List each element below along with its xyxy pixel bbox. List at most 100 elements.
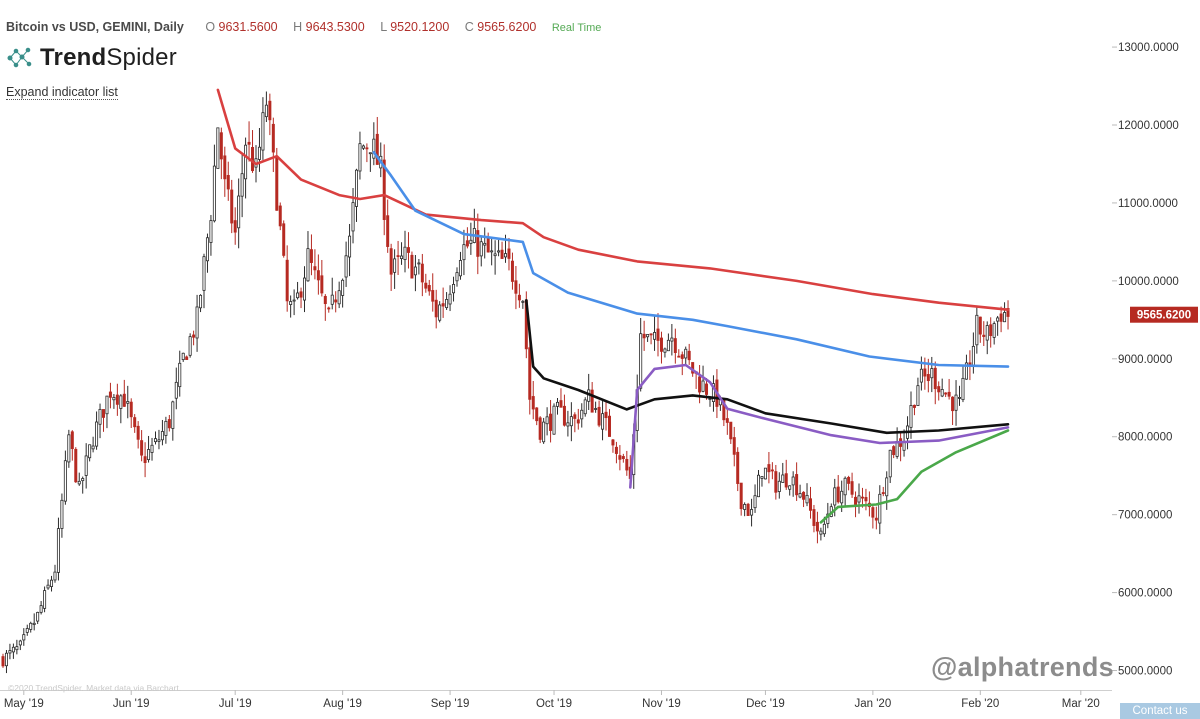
candle-down [784, 473, 788, 488]
candle-down [247, 141, 251, 145]
candle-up [43, 590, 47, 609]
candle-down [486, 238, 490, 253]
x-tick-label: Mar '20 [1062, 698, 1100, 710]
candle-down [836, 486, 840, 503]
candle-up [916, 385, 920, 406]
y-tick-label: 9000.0000 [1118, 354, 1172, 366]
candle-down [597, 406, 601, 426]
candle-down [729, 421, 733, 440]
candle-up [63, 460, 67, 502]
close-value: C 9565.6200 [464, 20, 537, 34]
candle-up [361, 145, 365, 149]
candle-down [812, 509, 816, 526]
candle-up [36, 611, 40, 622]
candle-down [659, 337, 663, 352]
candle-up [594, 408, 598, 410]
candle-down [881, 492, 885, 495]
candle-down [625, 458, 629, 471]
x-tick-label: Jun '19 [113, 698, 150, 710]
candle-up [583, 399, 587, 415]
candle-up [39, 605, 43, 613]
candle-down [850, 481, 854, 495]
candle-up [18, 640, 22, 646]
candle-up [777, 480, 781, 492]
candle-down [140, 440, 144, 456]
candle-down [233, 220, 237, 233]
candle-up [126, 401, 130, 404]
candle-up [178, 362, 182, 388]
candle-up [493, 253, 497, 257]
candle-down [507, 248, 511, 259]
candle-up [240, 173, 244, 197]
candle-down [427, 285, 431, 292]
candle-down [774, 471, 778, 493]
candle-up [88, 444, 92, 459]
candle-down [649, 333, 653, 336]
candle-down [559, 400, 563, 408]
candle-up [566, 422, 570, 427]
candle-up [878, 493, 882, 524]
candle-down [136, 425, 140, 440]
candle-down [576, 419, 580, 424]
x-tick-label: Dec '19 [746, 698, 785, 710]
candle-up [445, 299, 449, 309]
candle-up [344, 255, 348, 278]
candle-down [133, 417, 137, 428]
candle-up [497, 250, 501, 253]
candle-up [843, 477, 847, 496]
candle-down [604, 411, 608, 419]
candle-up [112, 397, 116, 401]
contact-us-button[interactable]: Contact us [1120, 703, 1200, 719]
candle-down [143, 456, 147, 464]
candle-up [701, 380, 705, 392]
candle-up [32, 622, 36, 625]
expand-indicator-list-link[interactable]: Expand indicator list [6, 85, 118, 100]
candle-down [614, 446, 618, 454]
candle-up [212, 165, 216, 222]
candle-up [199, 294, 203, 309]
candle-down [808, 498, 812, 511]
candle-up [753, 495, 757, 509]
candle-up [257, 146, 261, 160]
candle-down [320, 275, 324, 294]
candle-up [25, 628, 29, 633]
candle-down [431, 290, 435, 302]
candle-down [230, 189, 234, 224]
candle-down [698, 376, 702, 393]
candle-up [760, 476, 764, 479]
candle-up [95, 421, 99, 447]
candle-up [53, 571, 57, 581]
candle-down [514, 280, 518, 294]
y-tick-label: 12000.0000 [1118, 120, 1179, 132]
candle-up [98, 408, 102, 425]
candle-up [105, 395, 109, 415]
y-tick-label: 6000.0000 [1118, 588, 1172, 600]
candle-up [306, 248, 310, 282]
candle-up [569, 416, 573, 427]
candle-up [91, 445, 95, 450]
candle-up [11, 646, 15, 653]
candle-up [781, 474, 785, 483]
candle-up [341, 279, 345, 296]
candle-up [992, 323, 996, 338]
candle-up [403, 246, 407, 260]
chart-header: Bitcoin vs USD, GEMINI, Daily O 9631.560… [6, 20, 607, 34]
candle-down [108, 391, 112, 398]
candle-up [372, 138, 376, 159]
candle-up [964, 362, 968, 380]
candle-up [895, 441, 899, 457]
candle-up [202, 256, 206, 291]
candle-down [410, 254, 414, 279]
candle-down [621, 456, 625, 460]
candle-up [56, 528, 60, 573]
low-value: L 9520.1200 [380, 20, 450, 34]
candle-up [819, 530, 823, 535]
x-tick-label: Sep '19 [431, 698, 470, 710]
candle-down [687, 350, 691, 361]
candle-up [743, 504, 747, 510]
candle-up [438, 304, 442, 321]
candle-up [458, 260, 462, 277]
candle-up [216, 127, 220, 169]
candle-down [739, 482, 743, 510]
